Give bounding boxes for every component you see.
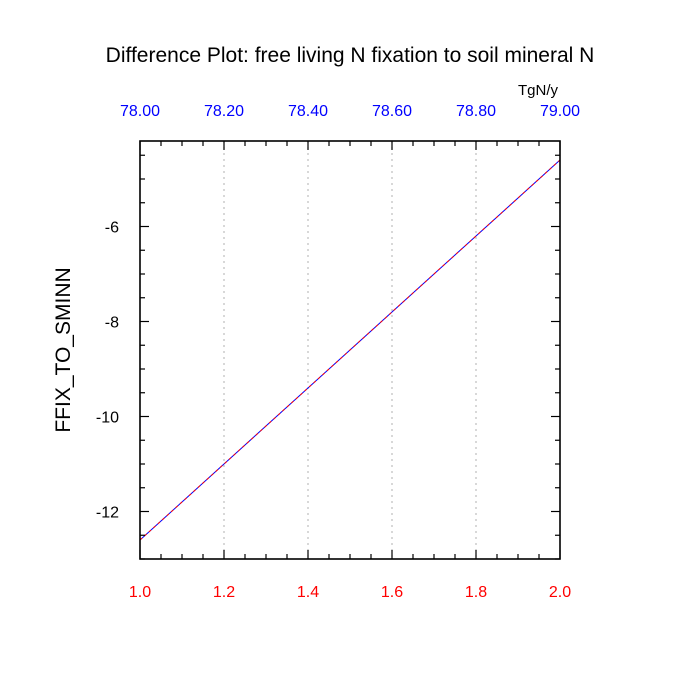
top-tick-label: 78.20 [204,103,244,120]
top-tick-label: 78.40 [288,103,328,120]
x-tick-label: 1.8 [465,584,487,601]
units-label: TgN/y [518,82,559,99]
series-line-difference-overlay [139,159,561,541]
series-lines [139,159,561,541]
y-tick-label: -6 [105,220,119,237]
top-tick-label: 78.60 [372,103,412,120]
y-tick-label: -12 [96,505,119,522]
y-tick-label: -8 [105,315,119,332]
top-tick-label: 79.00 [540,103,580,120]
x-tick-label: 2.0 [549,584,571,601]
x-tick-label: 1.6 [381,584,403,601]
x-tick-label: 1.0 [129,584,151,601]
y-axis-label: FFIX_TO_SMINN [52,267,75,432]
x-tick-label: 1.2 [213,584,235,601]
chart-title: Difference Plot: free living N fixation … [106,44,595,67]
grid-lines [223,141,477,559]
x-tick-label: 1.4 [297,584,319,601]
top-tick-label: 78.80 [456,103,496,120]
axis-ticks [139,141,561,560]
y-tick-label: -10 [96,410,119,427]
tick-labels: 1.0 78.00 1.2 78.20 1.4 78.40 1.6 78.60 1.8 78.80… [96,103,580,601]
top-tick-label: 78.00 [120,103,160,120]
